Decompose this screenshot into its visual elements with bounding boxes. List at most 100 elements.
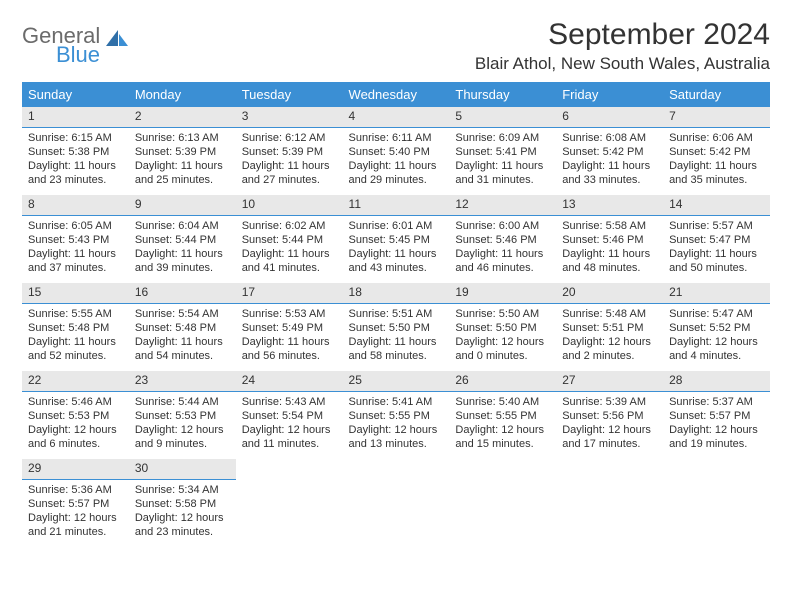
- daylight-text: and 9 minutes.: [135, 437, 230, 451]
- calendar-cell: 7Sunrise: 6:06 AMSunset: 5:42 PMDaylight…: [663, 107, 770, 195]
- sunset-text: Sunset: 5:41 PM: [455, 145, 550, 159]
- sunrise-text: Sunrise: 6:00 AM: [455, 219, 550, 233]
- daylight-text: and 58 minutes.: [349, 349, 444, 363]
- day-number: 19: [449, 283, 556, 304]
- sunrise-text: Sunrise: 5:34 AM: [135, 483, 230, 497]
- daylight-text: Daylight: 12 hours: [562, 423, 657, 437]
- daylight-text: and 23 minutes.: [28, 173, 123, 187]
- day-number: 12: [449, 195, 556, 216]
- day-body: Sunrise: 6:12 AMSunset: 5:39 PMDaylight:…: [236, 128, 343, 194]
- daylight-text: and 11 minutes.: [242, 437, 337, 451]
- daylight-text: and 27 minutes.: [242, 173, 337, 187]
- sunset-text: Sunset: 5:51 PM: [562, 321, 657, 335]
- title-block: September 2024 Blair Athol, New South Wa…: [475, 18, 770, 74]
- daylight-text: Daylight: 12 hours: [562, 335, 657, 349]
- daylight-text: Daylight: 12 hours: [669, 423, 764, 437]
- weekday-header: Saturday: [663, 82, 770, 107]
- day-number: 17: [236, 283, 343, 304]
- calendar-cell: [343, 459, 450, 547]
- day-body: Sunrise: 6:13 AMSunset: 5:39 PMDaylight:…: [129, 128, 236, 194]
- day-body: Sunrise: 5:58 AMSunset: 5:46 PMDaylight:…: [556, 216, 663, 282]
- day-body: Sunrise: 6:06 AMSunset: 5:42 PMDaylight:…: [663, 128, 770, 194]
- daylight-text: and 15 minutes.: [455, 437, 550, 451]
- sunset-text: Sunset: 5:53 PM: [28, 409, 123, 423]
- calendar-cell: 19Sunrise: 5:50 AMSunset: 5:50 PMDayligh…: [449, 283, 556, 371]
- daylight-text: Daylight: 11 hours: [28, 159, 123, 173]
- calendar-cell: 13Sunrise: 5:58 AMSunset: 5:46 PMDayligh…: [556, 195, 663, 283]
- calendar-cell: 24Sunrise: 5:43 AMSunset: 5:54 PMDayligh…: [236, 371, 343, 459]
- sunrise-text: Sunrise: 6:09 AM: [455, 131, 550, 145]
- weekday-header: Monday: [129, 82, 236, 107]
- sunrise-text: Sunrise: 6:12 AM: [242, 131, 337, 145]
- calendar-cell: 12Sunrise: 6:00 AMSunset: 5:46 PMDayligh…: [449, 195, 556, 283]
- sunrise-text: Sunrise: 6:08 AM: [562, 131, 657, 145]
- calendar-cell: 28Sunrise: 5:37 AMSunset: 5:57 PMDayligh…: [663, 371, 770, 459]
- day-number: 13: [556, 195, 663, 216]
- sunset-text: Sunset: 5:48 PM: [135, 321, 230, 335]
- header: General Blue September 2024 Blair Athol,…: [22, 18, 770, 74]
- calendar-cell: 16Sunrise: 5:54 AMSunset: 5:48 PMDayligh…: [129, 283, 236, 371]
- day-body: Sunrise: 5:37 AMSunset: 5:57 PMDaylight:…: [663, 392, 770, 458]
- sunset-text: Sunset: 5:38 PM: [28, 145, 123, 159]
- day-body: Sunrise: 5:44 AMSunset: 5:53 PMDaylight:…: [129, 392, 236, 458]
- sunset-text: Sunset: 5:54 PM: [242, 409, 337, 423]
- daylight-text: and 39 minutes.: [135, 261, 230, 275]
- day-number: 3: [236, 107, 343, 128]
- logo: General Blue: [22, 18, 130, 66]
- daylight-text: and 35 minutes.: [669, 173, 764, 187]
- daylight-text: Daylight: 11 hours: [562, 247, 657, 261]
- day-number: 9: [129, 195, 236, 216]
- sunset-text: Sunset: 5:47 PM: [669, 233, 764, 247]
- day-body: Sunrise: 5:57 AMSunset: 5:47 PMDaylight:…: [663, 216, 770, 282]
- day-number: 22: [22, 371, 129, 392]
- sunrise-text: Sunrise: 5:41 AM: [349, 395, 444, 409]
- calendar-cell: 8Sunrise: 6:05 AMSunset: 5:43 PMDaylight…: [22, 195, 129, 283]
- sunset-text: Sunset: 5:49 PM: [242, 321, 337, 335]
- day-body: Sunrise: 5:43 AMSunset: 5:54 PMDaylight:…: [236, 392, 343, 458]
- month-title: September 2024: [475, 18, 770, 52]
- daylight-text: and 31 minutes.: [455, 173, 550, 187]
- daylight-text: and 56 minutes.: [242, 349, 337, 363]
- daylight-text: Daylight: 11 hours: [349, 335, 444, 349]
- calendar-cell: 15Sunrise: 5:55 AMSunset: 5:48 PMDayligh…: [22, 283, 129, 371]
- daylight-text: Daylight: 11 hours: [242, 247, 337, 261]
- day-number: 24: [236, 371, 343, 392]
- day-body: Sunrise: 5:39 AMSunset: 5:56 PMDaylight:…: [556, 392, 663, 458]
- calendar-cell: 11Sunrise: 6:01 AMSunset: 5:45 PMDayligh…: [343, 195, 450, 283]
- sunrise-text: Sunrise: 5:58 AM: [562, 219, 657, 233]
- day-number: 23: [129, 371, 236, 392]
- location: Blair Athol, New South Wales, Australia: [475, 54, 770, 74]
- calendar-cell: [236, 459, 343, 547]
- day-number: 27: [556, 371, 663, 392]
- day-number: 8: [22, 195, 129, 216]
- calendar-cell: 25Sunrise: 5:41 AMSunset: 5:55 PMDayligh…: [343, 371, 450, 459]
- day-body: Sunrise: 5:47 AMSunset: 5:52 PMDaylight:…: [663, 304, 770, 370]
- daylight-text: and 29 minutes.: [349, 173, 444, 187]
- day-body: Sunrise: 6:15 AMSunset: 5:38 PMDaylight:…: [22, 128, 129, 194]
- day-number: 10: [236, 195, 343, 216]
- daylight-text: Daylight: 11 hours: [135, 159, 230, 173]
- calendar-cell: 1Sunrise: 6:15 AMSunset: 5:38 PMDaylight…: [22, 107, 129, 195]
- daylight-text: and 2 minutes.: [562, 349, 657, 363]
- day-number: 28: [663, 371, 770, 392]
- sunrise-text: Sunrise: 6:11 AM: [349, 131, 444, 145]
- daylight-text: Daylight: 11 hours: [669, 247, 764, 261]
- weekday-header: Tuesday: [236, 82, 343, 107]
- sunrise-text: Sunrise: 5:44 AM: [135, 395, 230, 409]
- sunrise-text: Sunrise: 6:02 AM: [242, 219, 337, 233]
- weekday-header: Wednesday: [343, 82, 450, 107]
- sunrise-text: Sunrise: 6:01 AM: [349, 219, 444, 233]
- calendar-cell: 5Sunrise: 6:09 AMSunset: 5:41 PMDaylight…: [449, 107, 556, 195]
- daylight-text: and 25 minutes.: [135, 173, 230, 187]
- sunrise-text: Sunrise: 5:47 AM: [669, 307, 764, 321]
- sunset-text: Sunset: 5:39 PM: [135, 145, 230, 159]
- sunrise-text: Sunrise: 5:39 AM: [562, 395, 657, 409]
- calendar-cell: 22Sunrise: 5:46 AMSunset: 5:53 PMDayligh…: [22, 371, 129, 459]
- calendar-row: 29Sunrise: 5:36 AMSunset: 5:57 PMDayligh…: [22, 459, 770, 547]
- calendar-cell: 2Sunrise: 6:13 AMSunset: 5:39 PMDaylight…: [129, 107, 236, 195]
- calendar-cell: 20Sunrise: 5:48 AMSunset: 5:51 PMDayligh…: [556, 283, 663, 371]
- day-number: 6: [556, 107, 663, 128]
- calendar-cell: 3Sunrise: 6:12 AMSunset: 5:39 PMDaylight…: [236, 107, 343, 195]
- day-number: 21: [663, 283, 770, 304]
- calendar-cell: [556, 459, 663, 547]
